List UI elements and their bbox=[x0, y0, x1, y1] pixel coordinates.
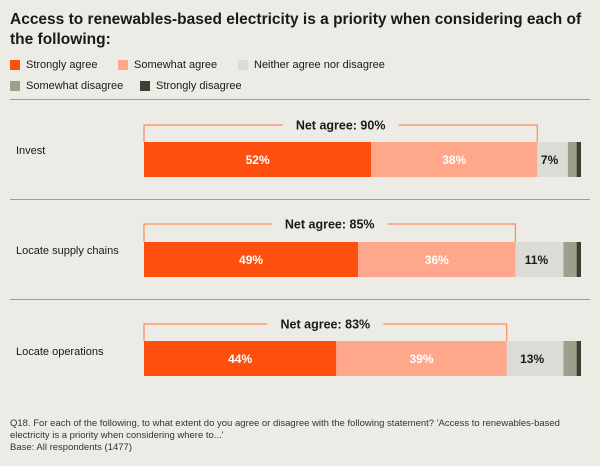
legend-label: Strongly disagree bbox=[156, 80, 242, 92]
legend-label: Neither agree nor disagree bbox=[254, 59, 385, 71]
net-agree-label: Net agree: 85% bbox=[285, 218, 375, 232]
legend-swatch bbox=[238, 60, 248, 70]
data-label: 44% bbox=[228, 352, 252, 366]
bar-segment bbox=[515, 242, 564, 277]
bar-segment bbox=[371, 142, 538, 177]
legend-label: Somewhat disagree bbox=[26, 80, 124, 92]
data-label: 13% bbox=[520, 352, 544, 366]
legend-label: Somewhat agree bbox=[134, 59, 218, 71]
bar-segment bbox=[563, 341, 577, 376]
data-label: 38% bbox=[442, 153, 466, 167]
legend-swatch bbox=[140, 81, 150, 91]
bar-segment bbox=[576, 341, 581, 376]
legend-label: Strongly agree bbox=[26, 59, 98, 71]
footnote-base: Base: All respondents (1477) bbox=[10, 442, 132, 453]
data-label: 7% bbox=[541, 153, 559, 167]
bar-segment bbox=[506, 341, 564, 376]
legend-swatch bbox=[10, 81, 20, 91]
bar-segment bbox=[144, 242, 359, 277]
divider bbox=[10, 199, 590, 200]
bar-segment bbox=[144, 142, 372, 177]
net-agree-label-bg bbox=[267, 315, 384, 333]
data-label: 11% bbox=[525, 253, 549, 267]
legend-swatch bbox=[118, 60, 128, 70]
bar-segment bbox=[576, 242, 581, 277]
net-agree-label: Net agree: 90% bbox=[296, 119, 386, 133]
row-label-locate-supply-chains: Locate supply chains bbox=[16, 245, 119, 257]
legend: Strongly agree Somewhat agree Neither ag… bbox=[10, 58, 430, 93]
bar-segment bbox=[144, 341, 337, 376]
footnote: Q18. For each of the following, to what … bbox=[10, 418, 590, 454]
legend-item-strongly-agree: Strongly agree bbox=[10, 58, 118, 72]
bar-segment bbox=[537, 142, 568, 177]
divider bbox=[10, 99, 590, 100]
bar-segment bbox=[567, 142, 577, 177]
legend-swatch bbox=[10, 60, 20, 70]
data-label: 39% bbox=[409, 352, 433, 366]
net-agree-label-bg bbox=[271, 215, 388, 233]
data-label: 49% bbox=[239, 253, 263, 267]
net-agree-label: Net agree: 83% bbox=[281, 318, 371, 332]
legend-item-neither: Neither agree nor disagree bbox=[238, 58, 418, 72]
bar-segment bbox=[563, 242, 577, 277]
bar-segment bbox=[358, 242, 516, 277]
row-label-locate-operations: Locate operations bbox=[16, 346, 104, 358]
row-label-invest: Invest bbox=[16, 145, 46, 157]
footnote-question: Q18. For each of the following, to what … bbox=[10, 418, 560, 441]
bar-segment bbox=[336, 341, 507, 376]
net-agree-label-bg bbox=[282, 116, 399, 134]
legend-item-somewhat-disagree: Somewhat disagree bbox=[10, 79, 140, 93]
legend-item-strongly-disagree: Strongly disagree bbox=[140, 79, 290, 93]
chart-title: Access to renewables-based electricity i… bbox=[10, 11, 582, 48]
bar-segment bbox=[576, 142, 581, 177]
divider bbox=[10, 299, 590, 300]
data-label: 36% bbox=[425, 253, 449, 267]
legend-item-somewhat-agree: Somewhat agree bbox=[118, 58, 238, 72]
data-label: 52% bbox=[246, 153, 270, 167]
